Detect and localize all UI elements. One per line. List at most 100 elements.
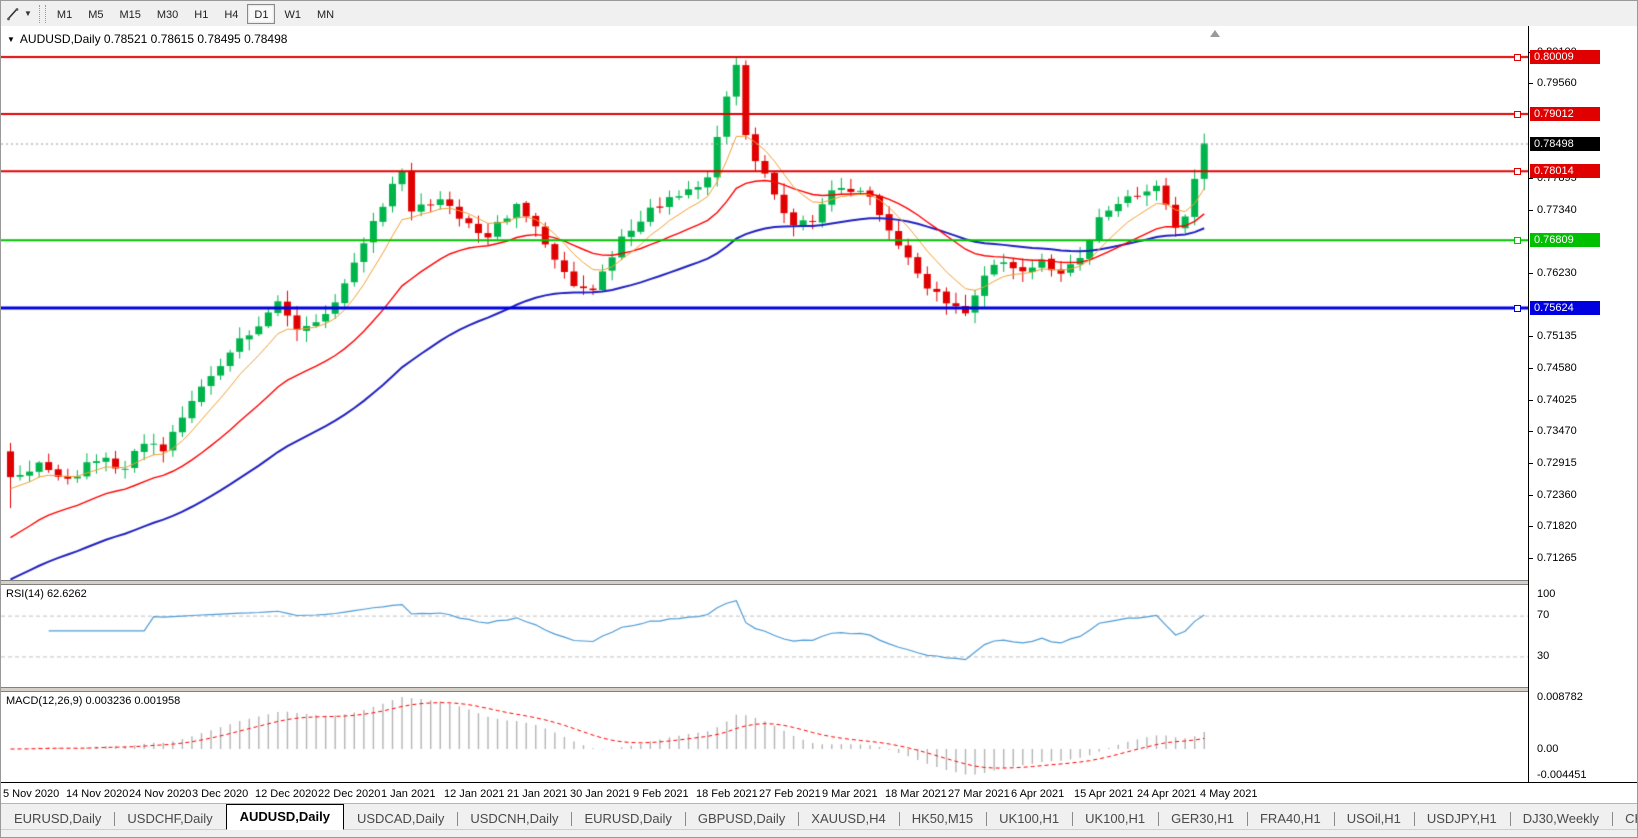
date-label: 22 Dec 2020 <box>318 788 381 800</box>
chart-tab-xauusd-h4[interactable]: XAUUSD,H4 <box>798 808 898 830</box>
rsi-label: RSI(14) 62.6262 <box>6 588 87 600</box>
price-tick-label: 0.72360 <box>1537 488 1577 501</box>
date-label: 9 Mar 2021 <box>822 788 878 800</box>
price-badge: 0.75624 <box>1530 301 1600 316</box>
date-label: 1 Jan 2021 <box>381 788 436 800</box>
axis-tick-mark <box>1529 367 1533 369</box>
toolbar-separator <box>38 4 46 23</box>
chart-region: ▼ AUDUSD,Daily 0.78521 0.78615 0.78495 0… <box>1 26 1637 804</box>
date-axis: 5 Nov 2020 14 Nov 2020 24 Nov 2020 3 Dec 20… <box>1 782 1637 804</box>
date-label: 24 Apr 2021 <box>1137 788 1197 800</box>
date-label: 18 Feb 2021 <box>696 788 758 800</box>
chart-title[interactable]: ▼ AUDUSD,Daily 0.78521 0.78615 0.78495 0… <box>7 32 287 46</box>
date-label: 27 Mar 2021 <box>948 788 1010 800</box>
price-badge: 0.76809 <box>1530 233 1600 248</box>
chart-tab-ger30-h1[interactable]: GER30,H1 <box>1158 808 1247 830</box>
date-label: 30 Jan 2021 <box>570 788 631 800</box>
date-label: 3 Dec 2020 <box>192 788 249 800</box>
hline-handle[interactable] <box>1514 111 1521 119</box>
chart-tab-gbpusd-daily[interactable]: GBPUSD,Daily <box>684 808 798 830</box>
macd-axis-zero: 0.00 <box>1537 743 1559 755</box>
timeframe-button-m1[interactable]: M1 <box>50 4 79 24</box>
price-tick-label: 0.74025 <box>1537 393 1577 406</box>
axis-tick-mark <box>1529 399 1533 401</box>
axis-tick-mark <box>1529 209 1533 211</box>
price-tick-label: 0.77340 <box>1537 203 1577 216</box>
rsi-indicator-canvas[interactable] <box>1 585 1528 687</box>
chart-tabs: EURUSD,Daily USDCHF,Daily AUDUSD,Daily USDC… <box>1 804 1637 830</box>
axis-tick-mark <box>1529 494 1533 496</box>
chart-tab-hk50-m15[interactable]: HK50,M15 <box>898 808 986 830</box>
macd-indicator-canvas[interactable] <box>1 692 1528 782</box>
price-axis[interactable]: 0.801000.795600.778950.773400.762300.751… <box>1528 26 1637 782</box>
date-label: 15 Apr 2021 <box>1074 788 1134 800</box>
axis-tick-mark <box>1529 525 1533 527</box>
chart-tab-audusd-daily[interactable]: AUDUSD,Daily <box>225 804 344 830</box>
date-label: 14 Nov 2020 <box>66 788 129 800</box>
date-label: 4 May 2021 <box>1200 788 1258 800</box>
chart-tab-fra40-h1[interactable]: FRA40,H1 <box>1246 808 1334 830</box>
chevron-down-icon[interactable]: ▼ <box>24 9 32 18</box>
timeframe-button-m30[interactable]: M30 <box>150 4 185 24</box>
price-tick-label: 0.79560 <box>1537 76 1577 89</box>
price-badge: 0.78014 <box>1530 164 1600 179</box>
price-tick-label: 0.74580 <box>1537 361 1577 374</box>
hline-handle[interactable] <box>1514 237 1521 245</box>
timeframe-button-w1[interactable]: W1 <box>277 4 308 24</box>
axis-tick-mark <box>1529 557 1533 559</box>
price-tick-label: 0.71265 <box>1537 551 1577 564</box>
timeframe-button-h4[interactable]: H4 <box>217 4 245 24</box>
date-label: 9 Feb 2021 <box>633 788 689 800</box>
axis-tick-mark <box>1529 273 1533 275</box>
timeframe-button-h1[interactable]: H1 <box>187 4 215 24</box>
chart-shift-marker-icon[interactable] <box>1210 30 1220 37</box>
chart-tab-bar: EURUSD,Daily USDCHF,Daily AUDUSD,Daily USDC… <box>1 803 1637 830</box>
hline-handle[interactable] <box>1514 305 1521 313</box>
price-chart-canvas[interactable] <box>1 26 1528 580</box>
chart-tab-usdjpy-h1[interactable]: USDJPY,H1 <box>1413 808 1510 830</box>
rsi-axis-70: 70 <box>1537 609 1550 621</box>
chart-tab-eurusd-daily[interactable]: EURUSD,Daily <box>14 811 102 826</box>
date-label: 6 Apr 2021 <box>1011 788 1065 800</box>
timeframe-button-mn[interactable]: MN <box>310 4 341 24</box>
date-label: 24 Nov 2020 <box>129 788 192 800</box>
chevron-down-icon: ▼ <box>7 34 15 44</box>
hline-handle[interactable] <box>1514 168 1521 176</box>
price-tick-label: 0.75135 <box>1537 330 1577 342</box>
timeframe-toolbar: ▼ M1 M5 M15 M30 H1 H4 D1 W1 MN <box>1 1 1637 27</box>
price-tick-label: 0.71820 <box>1537 519 1577 532</box>
chart-tab-usdcnh-daily[interactable]: USDCNH,Daily <box>457 808 571 830</box>
price-badge: 0.78498 <box>1530 136 1600 151</box>
chart-tab-dj30-weekly[interactable]: DJ30,Weekly <box>1509 808 1612 830</box>
price-badge: 0.80009 <box>1530 50 1600 65</box>
axis-tick-mark <box>1529 336 1533 337</box>
rsi-axis-100: 100 <box>1537 588 1556 600</box>
chart-tab-eurusd-daily[interactable]: EURUSD,Daily <box>571 808 684 830</box>
timeframe-button-m15[interactable]: M15 <box>112 4 147 24</box>
panel-resize-handle[interactable] <box>1 580 1637 585</box>
rsi-axis-30: 30 <box>1537 650 1550 662</box>
timeframe-button-d1[interactable]: D1 <box>247 3 276 24</box>
chart-tab-usdchf-daily[interactable]: USDCHF,Daily <box>114 808 225 830</box>
hline-handle[interactable] <box>1514 54 1521 62</box>
timeframe-button-m5[interactable]: M5 <box>81 4 110 24</box>
symbol-ohlc-text: AUDUSD,Daily 0.78521 0.78615 0.78495 0.7… <box>19 32 288 46</box>
axis-tick-mark <box>1529 178 1533 180</box>
cursor-tool-button[interactable]: ▼ <box>1 3 36 25</box>
chart-tab-uk100-h1[interactable]: UK100,H1 <box>986 808 1072 830</box>
price-tick-label: 0.72915 <box>1537 457 1577 470</box>
date-label: 5 Nov 2020 <box>3 788 60 800</box>
axis-tick-mark <box>1529 82 1533 84</box>
date-label: 27 Feb 2021 <box>759 788 821 800</box>
chart-tab-uk100-h1[interactable]: UK100,H1 <box>1072 808 1158 830</box>
chart-tab-usoil-h1[interactable]: USOil,H1 <box>1333 808 1414 830</box>
axis-tick-mark <box>1529 431 1533 433</box>
chart-tab-usdcad-daily[interactable]: USDCAD,Daily <box>356 811 445 826</box>
price-tick-label: 0.76230 <box>1537 267 1577 280</box>
price-badge: 0.79012 <box>1530 107 1600 122</box>
axis-tick-mark <box>1529 463 1533 465</box>
panel-resize-handle[interactable] <box>1 687 1637 692</box>
macd-label: MACD(12,26,9) 0.003236 0.001958 <box>6 695 181 707</box>
date-label: 12 Dec 2020 <box>255 788 318 800</box>
chart-tab-china300-h1[interactable]: CHINA300,H1 <box>1612 808 1637 830</box>
